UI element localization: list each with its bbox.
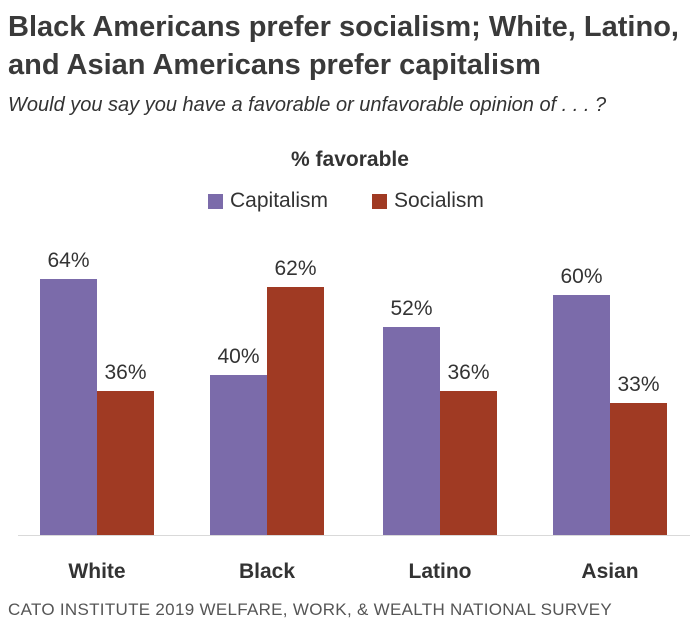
data-label-white-socialism: 36% (104, 361, 146, 384)
category-label-black: Black (239, 560, 295, 583)
category-label-latino: Latino (409, 560, 472, 583)
legend-label-socialism: Socialism (394, 189, 484, 212)
data-label-white-capitalism: 64% (47, 249, 89, 272)
bar-latino-capitalism (383, 327, 440, 535)
data-label-asian-socialism: 33% (617, 373, 659, 396)
bar-black-socialism (267, 287, 324, 535)
data-label-black-socialism: 62% (274, 257, 316, 280)
chart-subtitle: Would you say you have a favorable or un… (8, 94, 607, 116)
data-label-black-capitalism: 40% (217, 345, 259, 368)
chart-inner-title: % favorable (291, 148, 409, 171)
legend-label-capitalism: Capitalism (230, 189, 328, 212)
bar-white-socialism (97, 391, 154, 535)
bar-chart: % favorable Capitalism Socialism 64% 36% Whit… (18, 148, 690, 583)
category-label-asian: Asian (581, 560, 638, 583)
legend-swatch-socialism (372, 194, 387, 209)
chart-title: Black Americans prefer socialism; White,… (8, 11, 679, 81)
data-label-latino-capitalism: 52% (390, 297, 432, 320)
bar-asian-socialism (610, 403, 667, 535)
bar-asian-capitalism (553, 295, 610, 535)
bar-white-capitalism (40, 279, 97, 535)
legend-swatch-capitalism (208, 194, 223, 209)
bar-latino-socialism (440, 391, 497, 535)
source-note: CATO INSTITUTE 2019 WELFARE, WORK, & WEA… (8, 600, 613, 619)
data-label-asian-capitalism: 60% (560, 265, 602, 288)
data-label-latino-socialism: 36% (447, 361, 489, 384)
bar-black-capitalism (210, 375, 267, 535)
category-label-white: White (68, 560, 125, 583)
